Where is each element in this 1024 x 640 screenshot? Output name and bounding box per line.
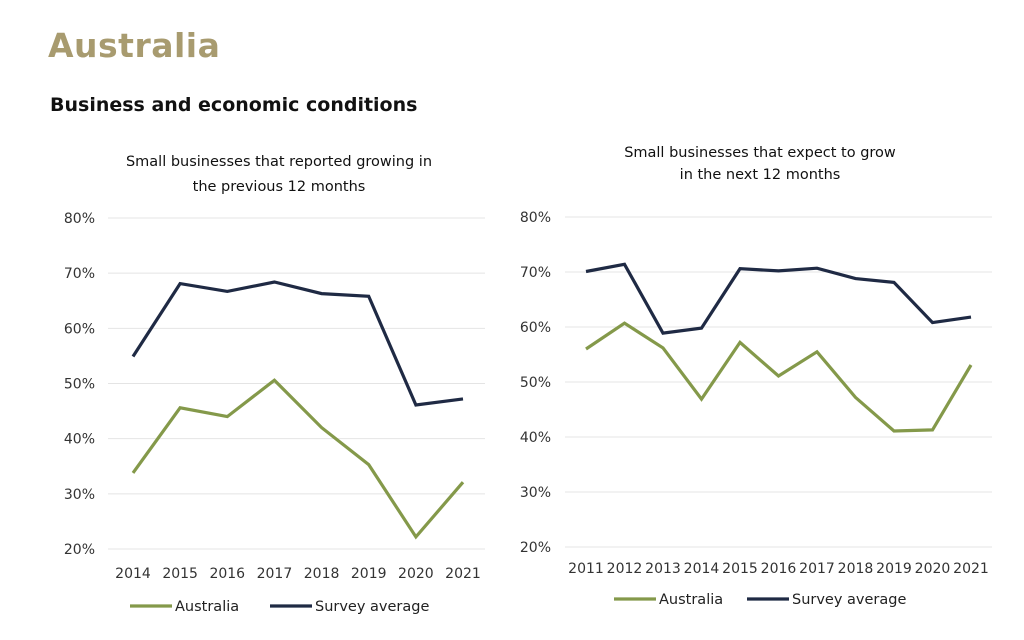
x-tick-label: 2017 <box>799 561 835 577</box>
y-tick-label: 50% <box>520 375 551 391</box>
chart-1: Small businesses that reported growing i… <box>64 154 485 615</box>
x-tick-label: 2018 <box>838 561 874 577</box>
y-tick-label: 60% <box>520 320 551 336</box>
x-tick-label: 2016 <box>761 561 797 577</box>
x-tick-label: 2015 <box>162 566 198 582</box>
chart-title-line: Small businesses that reported growing i… <box>126 154 432 170</box>
x-tick-label: 2015 <box>722 561 758 577</box>
x-tick-label: 2021 <box>445 566 481 582</box>
x-tick-label: 2019 <box>351 566 387 582</box>
x-tick-label: 2019 <box>876 561 912 577</box>
series-line-australia <box>585 321 973 433</box>
y-tick-label: 40% <box>64 432 95 448</box>
y-tick-label: 60% <box>64 321 95 337</box>
legend-label: Survey average <box>315 599 429 615</box>
legend-label: Australia <box>659 592 723 608</box>
chart-title-line: Small businesses that expect to grow <box>624 145 896 161</box>
y-tick-label: 20% <box>520 540 551 556</box>
x-tick-label: 2014 <box>115 566 151 582</box>
x-tick-label: 2013 <box>645 561 681 577</box>
x-tick-label: 2020 <box>915 561 951 577</box>
page-title: Australia <box>48 26 221 65</box>
chart-2: Small businesses that expect to grow in t… <box>520 145 992 608</box>
x-tick-label: 2014 <box>684 561 720 577</box>
y-tick-label: 80% <box>520 210 551 226</box>
y-tick-label: 50% <box>64 377 95 393</box>
y-tick-label: 70% <box>520 265 551 281</box>
x-tick-label: 2021 <box>953 561 989 577</box>
x-tick-label: 2018 <box>304 566 340 582</box>
x-tick-label: 2017 <box>257 566 293 582</box>
series-line-australia <box>131 378 465 540</box>
y-tick-label: 30% <box>520 485 551 501</box>
y-tick-label: 80% <box>64 211 95 227</box>
y-tick-label: 70% <box>64 266 95 282</box>
chart-title-line: the previous 12 months <box>193 179 366 195</box>
series-line-survey-average <box>585 262 972 335</box>
legend-label: Survey average <box>792 592 906 608</box>
y-tick-label: 20% <box>64 542 95 558</box>
x-tick-label: 2012 <box>607 561 643 577</box>
series-line-survey-average <box>131 280 464 407</box>
x-tick-label: 2011 <box>568 561 604 577</box>
legend-label: Australia <box>175 599 239 615</box>
y-tick-label: 40% <box>520 430 551 446</box>
x-tick-label: 2020 <box>398 566 434 582</box>
section-title: Business and economic conditions <box>50 94 418 116</box>
y-tick-label: 30% <box>64 487 95 503</box>
chart-title-line: in the next 12 months <box>680 167 841 183</box>
x-tick-label: 2016 <box>209 566 245 582</box>
